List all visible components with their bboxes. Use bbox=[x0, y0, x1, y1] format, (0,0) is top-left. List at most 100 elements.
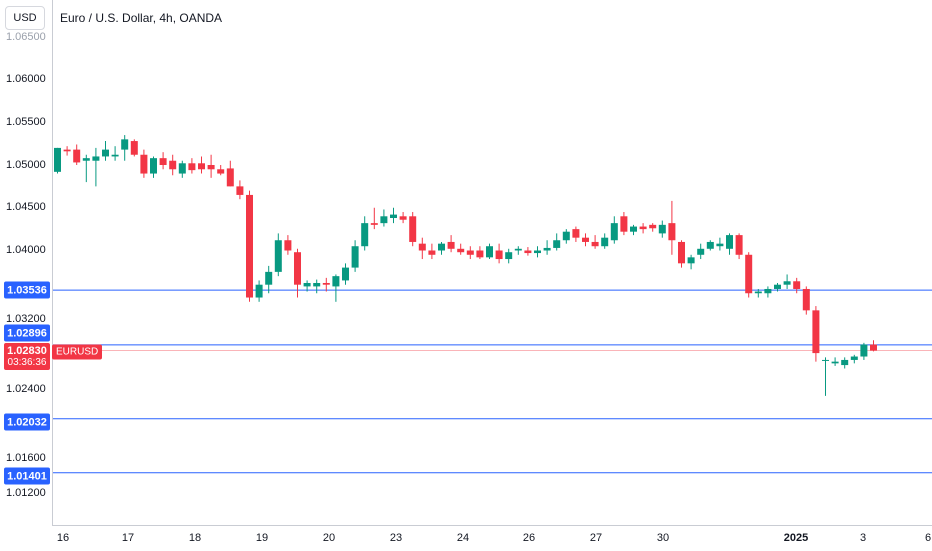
candle-body bbox=[476, 250, 484, 258]
candle-down[interactable] bbox=[409, 212, 417, 247]
candle-down[interactable] bbox=[582, 233, 589, 247]
candle-up[interactable] bbox=[54, 147, 61, 174]
candle-up[interactable] bbox=[543, 240, 551, 255]
candle-down[interactable] bbox=[130, 139, 138, 157]
candle-down[interactable] bbox=[207, 154, 215, 178]
candle-down[interactable] bbox=[745, 252, 753, 298]
candle-up[interactable] bbox=[332, 274, 340, 302]
candle-down[interactable] bbox=[418, 237, 426, 260]
candle-down[interactable] bbox=[236, 180, 244, 200]
symbol-title[interactable]: Euro / U.S. Dollar, 4h, OANDA bbox=[60, 11, 223, 25]
candle-down[interactable] bbox=[169, 154, 177, 176]
level-tag[interactable]: 1.03536 bbox=[4, 281, 50, 299]
candle-up[interactable] bbox=[150, 156, 157, 178]
candle-up[interactable] bbox=[697, 243, 705, 260]
candle-down[interactable] bbox=[870, 340, 877, 352]
candle-up[interactable] bbox=[92, 147, 100, 187]
candle-down[interactable] bbox=[226, 160, 234, 187]
candle-down[interactable] bbox=[649, 223, 657, 232]
candle-up[interactable] bbox=[601, 233, 609, 249]
candle-up[interactable] bbox=[630, 224, 637, 236]
candle-down[interactable] bbox=[188, 158, 196, 174]
candle-up[interactable] bbox=[390, 207, 397, 224]
time-label: 6 bbox=[924, 532, 932, 544]
candle-down[interactable] bbox=[428, 243, 436, 260]
candle-down[interactable] bbox=[572, 226, 580, 242]
candle-down[interactable] bbox=[447, 235, 455, 253]
candle-up[interactable] bbox=[831, 357, 839, 366]
time-label: 18 bbox=[188, 532, 202, 544]
candle-down[interactable] bbox=[294, 248, 301, 298]
candle-up[interactable] bbox=[102, 141, 109, 161]
candle-up[interactable] bbox=[313, 279, 321, 294]
candle-up[interactable] bbox=[505, 248, 513, 264]
candle-down[interactable] bbox=[639, 223, 647, 234]
candle-down[interactable] bbox=[812, 306, 820, 362]
candle-up[interactable] bbox=[610, 216, 618, 244]
candle-up[interactable] bbox=[121, 135, 129, 161]
time-axis[interactable]: 16 17 18 19 20 23 24 26 27 30 2025 3 6 bbox=[52, 525, 932, 551]
candle-up[interactable] bbox=[351, 240, 359, 272]
candle-down[interactable] bbox=[159, 152, 167, 170]
candle-down[interactable] bbox=[217, 165, 225, 176]
candle-up[interactable] bbox=[303, 280, 311, 292]
candle-down[interactable] bbox=[495, 243, 503, 264]
candle-up[interactable] bbox=[534, 246, 541, 258]
candle-up[interactable] bbox=[265, 265, 273, 294]
candle-up[interactable] bbox=[687, 254, 695, 270]
candle-up[interactable] bbox=[361, 216, 369, 251]
candle-down[interactable] bbox=[476, 246, 484, 260]
candle-up[interactable] bbox=[438, 241, 445, 255]
candle-up[interactable] bbox=[783, 274, 791, 289]
candle-up[interactable] bbox=[255, 280, 263, 302]
candle-down[interactable] bbox=[322, 277, 330, 292]
candle-up[interactable] bbox=[486, 243, 493, 260]
candle-up[interactable] bbox=[658, 220, 666, 238]
candle-down[interactable] bbox=[246, 190, 253, 302]
candle-down[interactable] bbox=[140, 149, 148, 178]
candle-up[interactable] bbox=[706, 240, 714, 251]
candle-up[interactable] bbox=[562, 229, 570, 244]
candle-down[interactable] bbox=[668, 200, 676, 255]
candle-down[interactable] bbox=[735, 233, 743, 260]
candle-up[interactable] bbox=[274, 233, 282, 277]
candle-down[interactable] bbox=[466, 246, 474, 260]
candle-down[interactable] bbox=[63, 146, 71, 156]
candlestick-plot[interactable] bbox=[52, 0, 932, 525]
candle-body bbox=[802, 288, 810, 311]
candle-up[interactable] bbox=[553, 233, 561, 251]
level-tag[interactable]: 1.02032 bbox=[4, 413, 50, 431]
candle-down[interactable] bbox=[678, 240, 685, 268]
currency-button[interactable]: USD bbox=[5, 6, 45, 30]
candle-down[interactable] bbox=[284, 235, 292, 255]
candle-down[interactable] bbox=[370, 207, 378, 230]
candle-up[interactable] bbox=[82, 154, 90, 183]
candle-up[interactable] bbox=[111, 146, 119, 161]
candle-up[interactable] bbox=[764, 286, 772, 298]
candle-up[interactable] bbox=[860, 342, 868, 360]
candle-up[interactable] bbox=[850, 354, 858, 364]
candle-body bbox=[226, 168, 234, 187]
candle-down[interactable] bbox=[591, 235, 599, 249]
candle-down[interactable] bbox=[198, 156, 205, 174]
candle-up[interactable] bbox=[514, 246, 522, 255]
candle-down[interactable] bbox=[793, 277, 801, 294]
level-tag[interactable]: 1.02896 bbox=[4, 324, 50, 342]
candle-up[interactable] bbox=[822, 357, 829, 396]
level-tag[interactable]: 1.01401 bbox=[4, 467, 50, 485]
candle-down[interactable] bbox=[802, 286, 810, 315]
candle-down[interactable] bbox=[457, 243, 465, 255]
candle-up[interactable] bbox=[726, 233, 733, 255]
candle-up[interactable] bbox=[342, 263, 349, 285]
candle-up[interactable] bbox=[774, 282, 781, 292]
candle-down[interactable] bbox=[73, 144, 81, 165]
candle-down[interactable] bbox=[524, 247, 532, 256]
candle-down[interactable] bbox=[399, 212, 407, 224]
candle-up[interactable] bbox=[716, 237, 724, 251]
candle-down[interactable] bbox=[620, 212, 628, 236]
candle-up[interactable] bbox=[754, 288, 762, 298]
candle-up[interactable] bbox=[841, 357, 849, 369]
candle-up[interactable] bbox=[380, 209, 388, 227]
price-axis[interactable]: USD 1.06500 1.06000 1.05500 1.05000 1.04… bbox=[0, 0, 53, 525]
candle-up[interactable] bbox=[178, 160, 186, 178]
